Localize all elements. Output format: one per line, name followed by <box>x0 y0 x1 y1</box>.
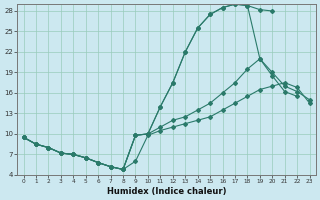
X-axis label: Humidex (Indice chaleur): Humidex (Indice chaleur) <box>107 187 226 196</box>
